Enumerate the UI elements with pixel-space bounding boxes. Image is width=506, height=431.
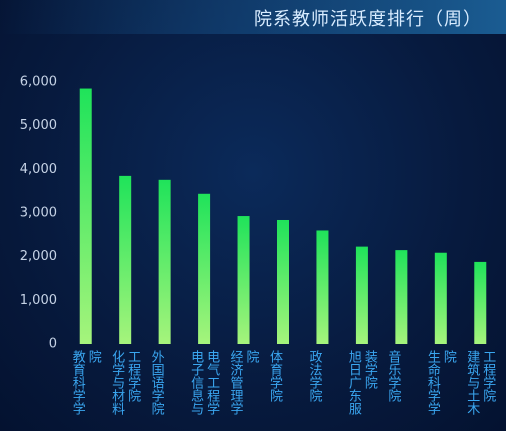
bar [474,261,487,344]
y-tick-label: 2,000 [20,249,57,264]
bar [237,216,250,344]
y-tick-label: 3,000 [20,206,57,221]
bar [119,175,132,344]
y-tick-label: 1,000 [20,293,57,308]
x-tick-label: 音乐学院 [385,350,401,402]
x-tick-label: 体育学院 [267,350,282,402]
x-tick-label: 旭日广东服装学院 [345,350,377,415]
bar [79,88,92,344]
bar [198,193,211,344]
bar [355,246,368,344]
y-tick-label: 5,000 [20,118,57,133]
x-tick-label: 政法学院 [306,350,322,402]
x-tick-label: 生命科学学院 [424,350,456,415]
y-tick-label: 6,000 [20,75,57,90]
bar [395,250,408,344]
header-bar [0,0,506,34]
x-tick-label: 建筑与土木工程学院 [464,350,496,415]
x-tick-label: 电子信息与电气工程学院 [188,350,221,415]
bar [158,179,171,344]
y-tick-label: 0 [49,337,57,352]
bar [434,252,447,344]
chart-title: 院系教师活跃度排行（周） [254,9,482,30]
x-tick-label: 外国语学院 [148,350,164,415]
x-tick-label: 化学与材料工程学院 [109,350,141,415]
y-tick-label: 4,000 [20,162,57,177]
x-tick-label: 经济管理学院 [227,350,259,415]
bar [316,230,329,344]
bar [277,219,289,344]
x-tick-label: 教育科学学院 [69,350,101,415]
